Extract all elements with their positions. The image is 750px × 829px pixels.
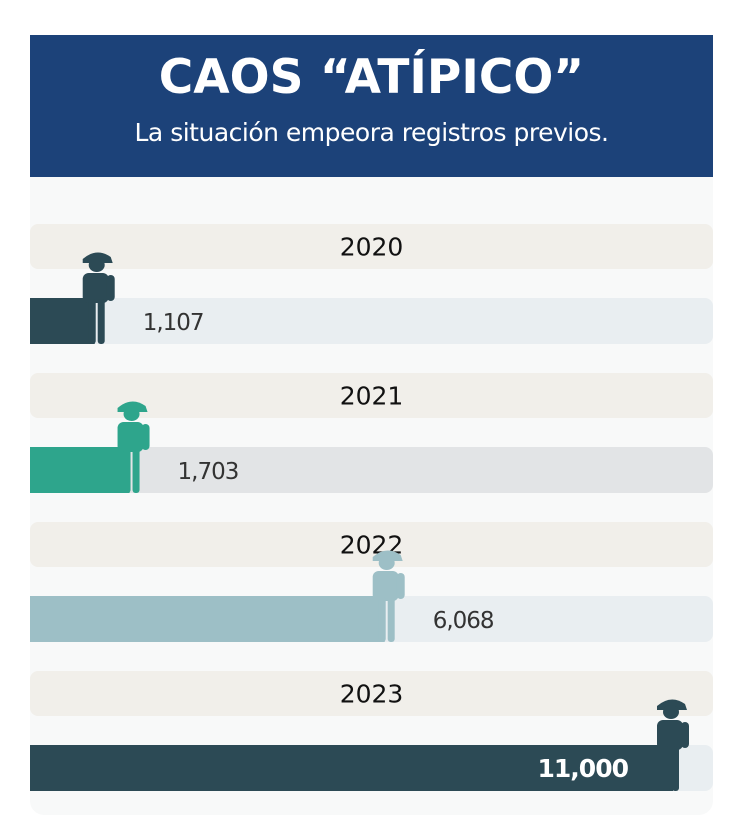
value-label: 1,703 — [178, 459, 239, 485]
year-label: 2023 — [340, 680, 404, 709]
infographic-card: CAOS “ATÍPICO” La situación empeora regi… — [30, 35, 713, 815]
year-band — [30, 373, 713, 418]
year-band — [30, 522, 713, 567]
hiker-person-icon — [372, 550, 405, 642]
value-label: 1,107 — [143, 310, 204, 336]
bar-track — [30, 447, 713, 493]
year-band — [30, 224, 713, 269]
bar-2023 — [30, 745, 673, 791]
year-label: 2020 — [340, 233, 404, 262]
value-label: 6,068 — [433, 608, 494, 634]
bar-2021 — [30, 447, 130, 493]
hiker-person-icon — [657, 699, 689, 791]
year-label: 2021 — [340, 382, 404, 411]
value-label: 11,000 — [538, 754, 629, 783]
header-banner: CAOS “ATÍPICO” La situación empeora regi… — [30, 35, 713, 177]
hiker-person-icon — [82, 252, 115, 344]
page-title: CAOS “ATÍPICO” — [158, 50, 585, 105]
bar-2020 — [30, 298, 95, 344]
bar-track — [30, 298, 713, 344]
year-band — [30, 671, 713, 716]
page-subtitle: La situación empeora registros previos. — [134, 118, 609, 147]
hiker-person-icon — [117, 401, 150, 493]
bar-2022 — [30, 596, 385, 642]
